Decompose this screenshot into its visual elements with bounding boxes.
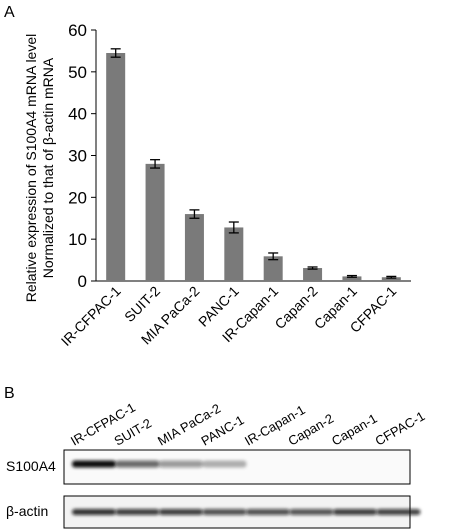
panel-b-letter: B: [4, 385, 15, 402]
bar-cfpac-1: [381, 277, 401, 281]
error-bar-ir-capan-1: [268, 252, 279, 261]
bar-mia-paca-2: [184, 214, 204, 281]
band-s100a4-suit-2: [115, 460, 160, 468]
y-tick-label: 50: [68, 63, 87, 82]
y-axis-label-line1: Relative expression of S100A4 mRNA level: [23, 34, 39, 302]
band-actin-suit-2: [115, 509, 160, 515]
y-axis-ticks: 0 10 20 30 40 50 60: [68, 21, 96, 291]
bar-panc-1: [224, 227, 244, 281]
band-actin-capan-2: [289, 509, 334, 515]
error-bar-cfpac-1: [386, 275, 397, 279]
y-axis-label: Relative expression of S100A4 mRNA level…: [23, 34, 56, 302]
band-actin-capan-1: [333, 509, 377, 515]
error-bar-panc-1: [228, 221, 239, 234]
error-bar-mia-paca-2: [189, 209, 200, 219]
y-tick-label: 60: [68, 21, 87, 40]
error-bar-suit-2: [150, 159, 161, 169]
blot-s100a4-bands: [72, 460, 247, 468]
y-tick-label: 30: [68, 147, 87, 166]
band-s100a4-panc-1: [202, 460, 247, 468]
y-tick-label: 20: [68, 188, 87, 207]
band-s100a4-ir-cfpac-1: [72, 460, 116, 468]
band-actin-mia-paca-2: [159, 509, 203, 515]
error-bar-capan-2: [307, 266, 318, 270]
lane-label-cfpac-1: CFPAC-1: [373, 408, 428, 448]
band-s100a4-mia-paca-2: [159, 460, 203, 468]
lane-label-capan-1: Capan-1: [329, 411, 380, 449]
blot-label-s100a4: S100A4: [6, 458, 56, 474]
y-axis-label-line2: Normalized to that of β-actin mRNA: [40, 57, 56, 278]
band-actin-ir-cfpac-1: [72, 509, 116, 515]
x-tick-label-ir-cfpac-1: IR-CFPAC-1: [58, 283, 124, 349]
bar-ir-capan-1: [263, 256, 283, 281]
y-tick-label: 0: [78, 272, 87, 291]
band-actin-panc-1: [202, 509, 247, 515]
error-bar-ir-cfpac-1: [110, 48, 121, 58]
blot-label-beta-actin: β-actin: [6, 503, 48, 519]
error-bar-capan-1: [346, 274, 357, 278]
band-actin-ir-capan-1: [246, 509, 290, 515]
y-tick-label: 10: [68, 230, 87, 249]
bar-suit-2: [145, 163, 165, 281]
blot-s100a4: S100A4: [6, 449, 411, 485]
bar-capan-2: [303, 268, 323, 281]
band-actin-cfpac-1: [376, 509, 421, 515]
panel-a-letter: A: [4, 4, 15, 21]
blot-beta-actin-bands: [72, 509, 421, 515]
bars: [106, 48, 401, 282]
bar-capan-1: [342, 276, 362, 281]
blot-beta-actin: β-actin: [6, 495, 421, 529]
y-tick-label: 40: [68, 105, 87, 124]
bar-ir-cfpac-1: [106, 53, 126, 282]
